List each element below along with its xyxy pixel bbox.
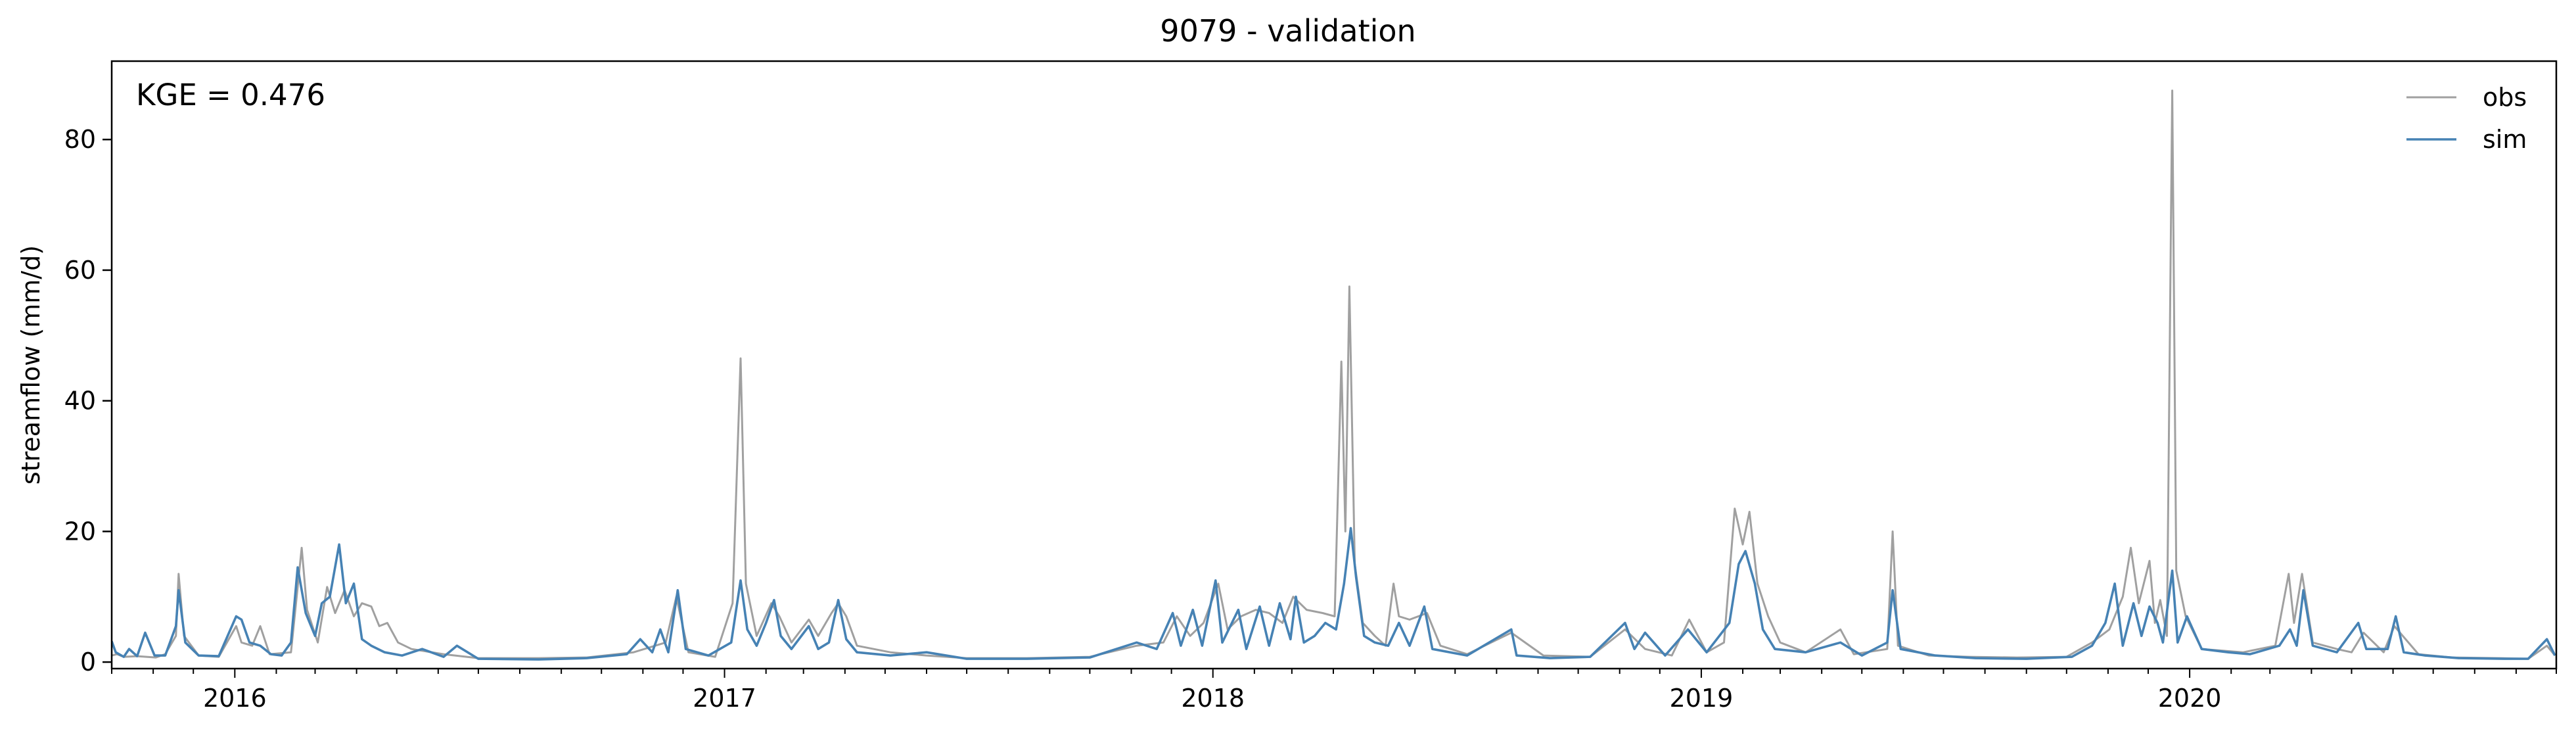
y-tick-label: 0 [80, 648, 96, 676]
legend: obs sim [2406, 83, 2527, 154]
kge-annotation: KGE = 0.476 [136, 78, 325, 112]
x-tick-label: 2016 [203, 684, 267, 713]
y-tick-label: 60 [64, 256, 96, 285]
y-tick-label: 40 [64, 387, 96, 415]
sim-series-line [112, 527, 2556, 661]
obs-series-line [112, 89, 2556, 660]
x-tick-label: 2017 [693, 684, 756, 713]
x-axis: 2016 2017 2018 2019 2020 [111, 669, 2557, 713]
legend-obs-label: obs [2483, 83, 2527, 112]
y-tick-label: 80 [64, 125, 96, 154]
chart-title: 9079 - validation [1160, 13, 1415, 49]
x-tick-label: 2019 [1670, 684, 1734, 713]
plot-frame [110, 60, 2558, 670]
y-tick-label: 20 [64, 517, 96, 546]
y-axis: 0 20 40 60 80 [64, 125, 112, 676]
plot-area [110, 60, 2558, 670]
y-axis-label: streamflow (mm/d) [16, 245, 45, 485]
legend-sim-label: sim [2483, 125, 2527, 154]
x-tick-label: 2018 [1181, 684, 1245, 713]
x-tick-label: 2020 [2158, 684, 2222, 713]
